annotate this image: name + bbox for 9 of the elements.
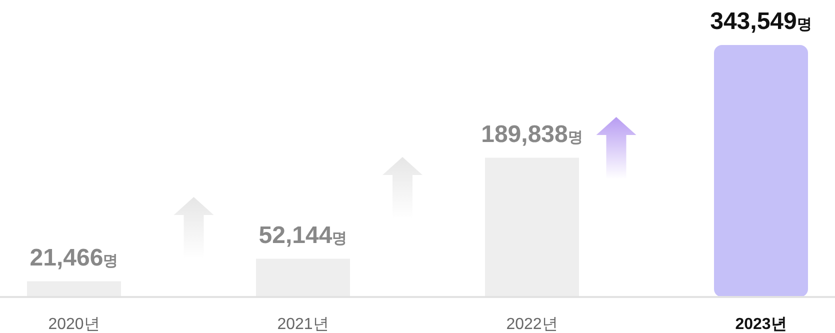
x-tick-label: 2020년 xyxy=(48,316,100,333)
data-label: 52,144명 xyxy=(258,222,348,249)
x-tick-label: 2022년 xyxy=(506,316,558,333)
x-tick-label: 2021년 xyxy=(277,316,329,333)
data-label: 21,466명 xyxy=(30,244,118,272)
x-tick-label: 2023년 xyxy=(735,316,787,333)
data-label: 189,838명 xyxy=(481,120,583,148)
data-label: 343,549명 xyxy=(710,8,812,35)
bar xyxy=(714,45,808,297)
